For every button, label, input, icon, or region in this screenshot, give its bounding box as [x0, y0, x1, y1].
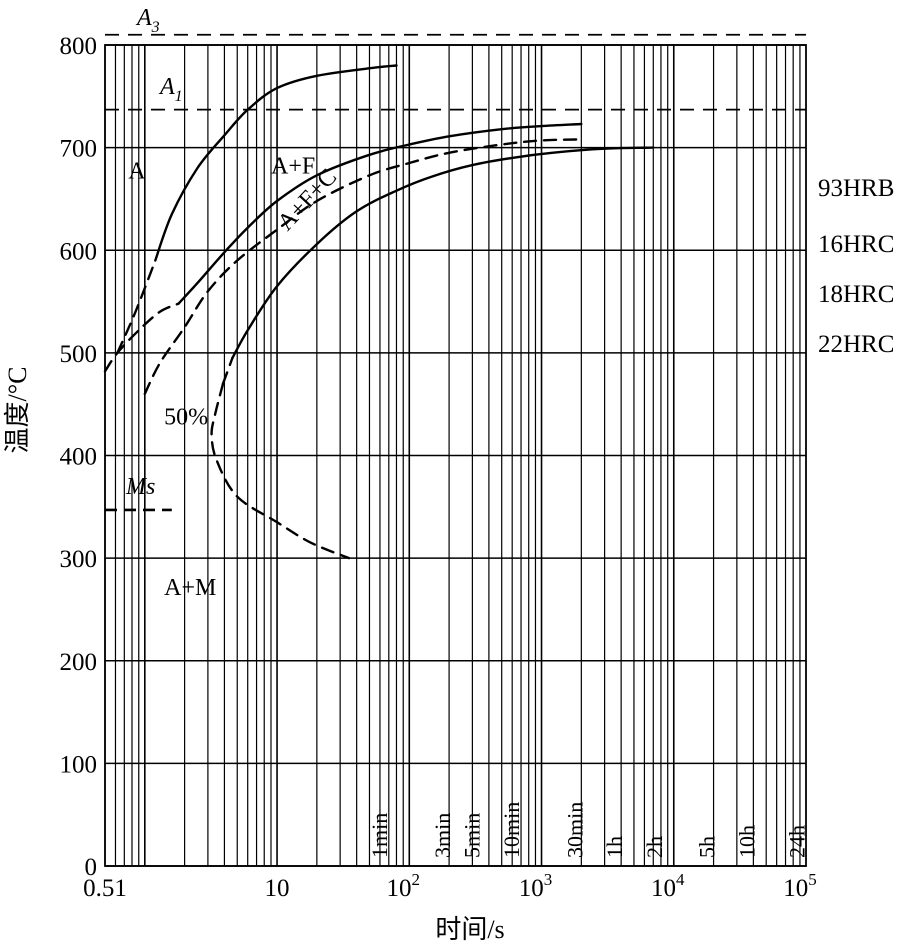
hardness-label: 93HRB: [818, 175, 894, 202]
hardness-label: 22HRC: [818, 331, 894, 358]
y-tick-label: 0: [85, 854, 98, 881]
time-marker-label: 1h: [602, 836, 627, 858]
y-tick-label: 700: [60, 136, 98, 163]
time-marker-label: 30min: [562, 802, 587, 858]
hardness-label: 16HRC: [818, 231, 894, 258]
reference-lines: [105, 33, 806, 512]
y-tick-label: 200: [60, 649, 98, 676]
y-axis-label: 温度/°C: [3, 367, 32, 454]
reference-line-label: Ms: [125, 474, 155, 500]
chart-grid: [104, 44, 807, 867]
labels-layer: 0 100 200 300 400 500 600 700 800 0.51 10 102 103 104…: [60, 5, 895, 902]
y-tick-label: 400: [60, 444, 98, 471]
dashed-curve: [143, 138, 583, 396]
time-marker-label: 5h: [695, 836, 720, 858]
x-tick-label: 105: [783, 870, 817, 902]
y-tick-label: 500: [60, 341, 98, 368]
y-tick-label: 800: [60, 33, 98, 60]
reference-line-label: A3: [135, 5, 160, 36]
dashed-curve: [103, 302, 180, 373]
hardness-label: 18HRC: [818, 281, 894, 308]
time-marker-label: 2h: [642, 836, 667, 858]
dashed-curve: [221, 356, 234, 385]
region-label: A+F: [271, 153, 315, 179]
solid-curve: [177, 122, 583, 305]
reference-line-label: A1: [158, 74, 183, 105]
x-axis-label: 时间/s: [435, 915, 504, 944]
y-tick-label: 100: [60, 751, 98, 778]
x-tick-label: 10: [265, 875, 290, 902]
time-marker-label: 1min: [367, 813, 392, 858]
solid-curve: [154, 64, 398, 262]
x-tick-label: 103: [519, 870, 553, 902]
y-tick-label: 600: [60, 238, 98, 265]
dashed-curve: [210, 382, 351, 560]
time-marker-label: 10h: [734, 825, 759, 858]
x-tick-label: 104: [651, 870, 685, 902]
solid-curve: [231, 146, 655, 360]
x-tick-label: 0.51: [83, 875, 127, 902]
region-label: A: [128, 158, 146, 184]
region-label: A+M: [164, 575, 216, 601]
plot-frame: [104, 44, 807, 867]
time-marker-label: 10min: [499, 802, 524, 858]
curves-layer: [103, 64, 655, 560]
x-tick-label: 102: [387, 870, 421, 902]
time-marker-label: 24h: [785, 825, 810, 858]
time-marker-label: 5min: [459, 813, 484, 858]
dashed-curve: [116, 259, 157, 355]
time-marker-label: 3min: [430, 813, 455, 858]
region-label: 50%: [164, 405, 208, 431]
y-tick-label: 300: [60, 546, 98, 573]
